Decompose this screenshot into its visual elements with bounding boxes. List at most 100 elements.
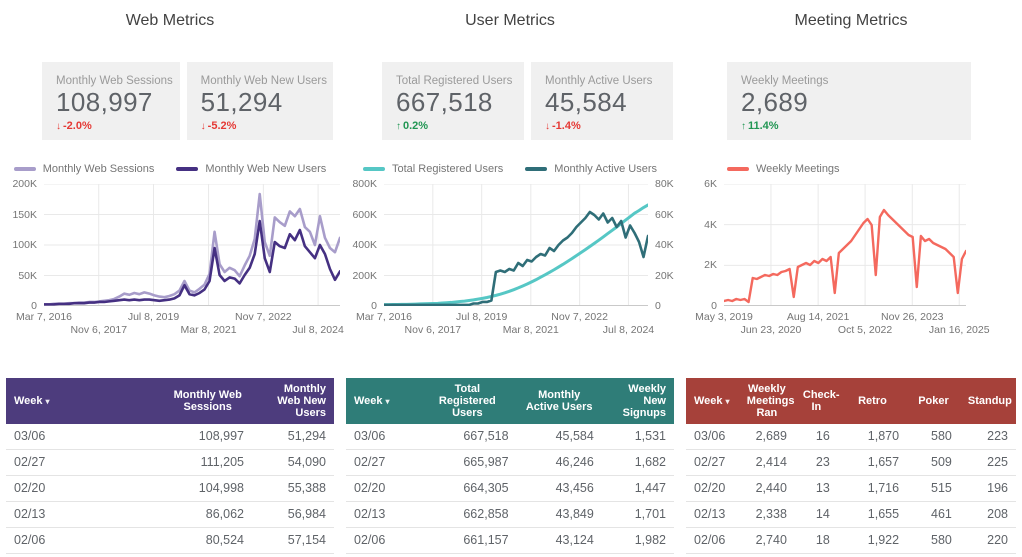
y-tick-label: 200K [352,269,377,282]
week-cell: 02/27 [686,449,739,476]
column-header-weekly-meetings-ran[interactable]: Weekly Meetings Ran [738,378,795,424]
arrow-down-icon: ↓ [545,121,550,132]
y-tick-label: 800K [352,178,377,190]
y-tick-label: 4K [704,218,717,231]
x-tick-label: Nov 26, 2023 [881,311,944,323]
section-meeting-metrics: Meeting Metrics Weekly Meetings 2,689 ↑ 11.… [680,0,1022,338]
y-tick-label: 100K [12,239,37,251]
line-chart: 0 200K 400K 600K 800K Mar 7, 2016 Nov 6, 2017 J… [340,178,680,338]
value-cell: 43,124 [516,527,602,554]
x-tick-label: Oct 5, 2022 [837,324,893,336]
kpi-change: ↓ -2.0% [56,120,174,132]
x-tick-label: May 3, 2019 [695,311,753,323]
kpi-change: ↑ 11.4% [741,120,965,132]
arrow-down-icon: ↓ [56,121,61,132]
value-cell: 13 [794,475,838,502]
plot-area: Mar 7, 2016 Nov 6, 2017 Jul 8, 2019 Mar 8, … [16,184,344,338]
table-meeting-metrics-wrap: Week ▾ Weekly Meetings Ran Check-In Retro Pok… [680,378,1022,554]
y-tick-label: 400K [352,239,377,251]
week-cell: 02/20 [686,475,739,502]
table-row: 03/06 2,689 16 1,870 580 223 [686,424,1016,450]
table-row: 03/06 108,997 51,294 [6,424,334,450]
section-user-metrics: User Metrics Total Registered Users 667,5… [340,0,680,338]
column-header-label: Week [694,394,723,407]
kpi-cards: Total Registered Users 667,518 ↑ 0.2% Monthl… [382,62,673,140]
value-cell: 665,987 [418,449,517,476]
column-header-week[interactable]: Week ▾ [6,378,164,424]
y-tick-label: 0 [655,300,661,312]
value-cell: 1,655 [837,501,908,528]
y-tick-label: 20K [655,269,674,282]
column-header-total-registered-users[interactable]: Total Registered Users [418,378,517,424]
value-cell: 104,998 [163,475,252,502]
column-header-label: Week [14,394,43,407]
week-cell: 02/27 [6,449,164,476]
value-cell: 108,997 [163,424,252,450]
y-tick-label: 0 [371,300,377,312]
value-cell: 667,518 [418,424,517,450]
y-tick-label: 0 [711,300,717,312]
y-axis-left: 0 50K 100K 150K 200K [4,178,44,312]
arrow-down-icon: ↓ [200,121,206,132]
section-title: Web Metrics [125,12,215,29]
table-row: 02/20 104,998 55,388 [6,475,334,502]
column-header-week[interactable]: Week ▾ [346,378,419,424]
line-chart: 0 50K 100K 150K 200K Mar 7, 2016 Nov 6, 2017 Ju… [0,178,344,338]
line-chart-plot [44,184,340,306]
legend-swatch-icon [525,167,548,171]
legend-label: Monthly Web Sessions [42,163,155,175]
chart-area: 0 200K 400K 600K 800K Mar 7, 2016 Nov 6, 2017 J… [344,178,680,338]
series-monthly-web-new-users [44,221,340,304]
column-header-monthly-active-users[interactable]: Monthly Active Users [516,378,602,424]
legend-label: Monthly Web New Users [205,163,327,175]
kpi-change-value: -1.4% [552,120,581,132]
value-cell: 225 [959,449,1016,476]
week-cell: 03/06 [686,424,739,450]
legend-label: Weekly Meetings [756,163,840,175]
week-cell: 03/06 [346,424,419,450]
data-tables-row: Week ▾ Monthly Web Sessions Monthly Web New… [0,378,1022,554]
series-monthly-web-sessions [44,194,340,304]
value-cell: 46,246 [516,449,602,476]
arrow-up-icon: ↑ [396,121,401,132]
column-header-poker[interactable]: Poker [907,378,960,424]
column-header-standup[interactable]: Standup [959,378,1016,424]
value-cell: 14 [794,501,838,528]
value-cell: 43,456 [516,475,602,502]
table-row: 03/06 667,518 45,584 1,531 [346,424,674,450]
y-tick-label: 40K [655,239,674,251]
plot-area: Mar 7, 2016 Nov 6, 2017 Jul 8, 2019 Mar 8, … [356,184,654,338]
week-cell: 02/06 [346,527,419,554]
y-tick-label: 600K [352,208,377,221]
data-table-meeting-metrics: Week ▾ Weekly Meetings Ran Check-In Retro Pok… [686,378,1016,554]
column-header-monthly-web-new-users[interactable]: Monthly Web New Users [251,378,334,424]
section-title: Meeting Metrics [794,12,908,29]
column-header-week[interactable]: Week ▾ [686,378,739,424]
kpi-value: 45,584 [545,87,627,117]
value-cell: 18 [794,527,838,554]
table-header-row: Week ▾ Monthly Web Sessions Monthly Web New… [6,378,334,424]
value-cell: 1,701 [601,501,674,528]
section-web-metrics: Web Metrics Monthly Web Sessions 108,997 ↓… [0,0,344,338]
legend-swatch-icon [727,167,749,171]
section-title: User Metrics [465,12,555,29]
y-tick-label: 50K [18,269,37,282]
value-cell: 54,090 [251,449,334,476]
column-header-label: Weekly New Signups [622,383,666,419]
column-header-weekly-new-signups[interactable]: Weekly New Signups [601,378,674,424]
column-header-check-in[interactable]: Check-In [794,378,840,424]
column-header-monthly-web-sessions[interactable]: Monthly Web Sessions [163,378,252,424]
x-tick-label: Nov 7, 2022 [235,311,292,323]
week-cell: 02/20 [346,475,419,502]
column-header-label: Week [354,394,383,407]
value-cell: 1,447 [601,475,674,502]
kpi-value: 667,518 [396,87,493,117]
column-header-label: Monthly Web New Users [277,383,326,419]
column-header-retro[interactable]: Retro [837,378,908,424]
kpi-cards: Monthly Web Sessions 108,997 ↓ -2.0% Monthly… [42,62,333,140]
table-row: 02/06 661,157 43,124 1,982 [346,527,674,554]
metrics-sections: Web Metrics Monthly Web Sessions 108,997 ↓… [0,0,1022,338]
value-cell: 1,870 [837,424,908,450]
kpi-card-monthly-web-sessions: Monthly Web Sessions 108,997 ↓ -2.0% [42,62,180,140]
